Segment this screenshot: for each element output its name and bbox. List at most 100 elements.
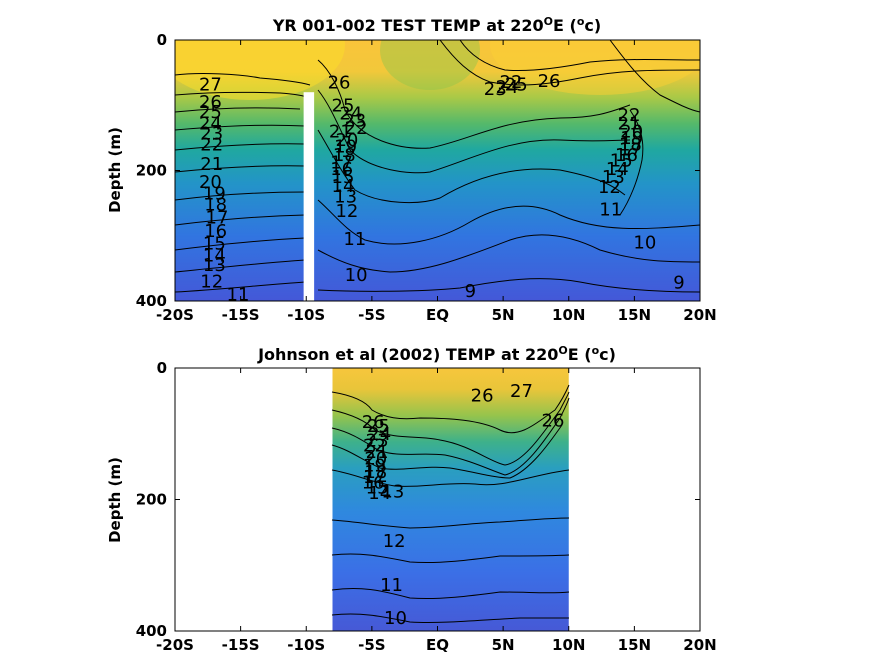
bottom-title-pre: Johnson et al (2002) TEMP at 220 (257, 345, 558, 364)
top-chart-title: YR 001-002 TEST TEMP at 220OE (oc) (272, 15, 601, 35)
contour-label: 13 (602, 167, 625, 188)
contour-label: 15 (332, 167, 355, 188)
contour-label: 11 (343, 229, 366, 250)
top-isotherm (175, 107, 301, 113)
bottom-panel: Johnson et al (2002) TEMP at 220OE (oc) … (106, 344, 717, 654)
bottom-isotherm (331, 384, 570, 434)
bottom-title-sup2: o (592, 344, 600, 357)
x-tick-label: EQ (426, 636, 449, 654)
contour-label: 26 (471, 386, 494, 407)
x-tick-label: -15S (222, 306, 260, 324)
contour-label: 12 (383, 531, 406, 552)
contour-label: 25 (332, 95, 355, 116)
contour-label: 21 (618, 114, 641, 135)
contour-label: 13 (381, 482, 404, 503)
y-tick-label: 0 (157, 359, 167, 377)
contour-label: 18 (619, 134, 642, 155)
top-isotherm (317, 89, 631, 174)
contour-label: 22 (363, 436, 386, 457)
contour-label: 16 (615, 145, 638, 166)
contour-label: 19 (620, 128, 643, 149)
x-tick-label: EQ (426, 306, 449, 324)
contour-label: 21 (329, 121, 352, 142)
y-tick-label: 200 (136, 491, 167, 509)
top-x-axis: -20S -15S -10S -5S EQ 5N 10N 15N 20N (156, 40, 717, 324)
contour-label: 20 (620, 121, 643, 142)
contour-label: 18 (204, 194, 227, 215)
bottom-isotherm (331, 469, 570, 487)
contour-label: 18 (364, 462, 387, 483)
top-isotherm (317, 59, 631, 149)
top-plot-area: 2726252423222120191817161514131211262524… (175, 40, 700, 305)
contour-label: 13 (203, 255, 226, 276)
top-isotherm (317, 278, 700, 293)
contour-label: 14 (332, 176, 355, 197)
x-tick-label: 10N (552, 306, 585, 324)
contour-label: 23 (366, 430, 389, 451)
contour-label: 24 (339, 104, 362, 125)
contour-label: 25 (367, 416, 390, 437)
y-tick-label: 400 (136, 292, 167, 310)
contour-label: 24 (496, 77, 519, 98)
x-tick-label: -20S (156, 306, 194, 324)
top-title-sup1: O (544, 15, 553, 28)
contour-label: 21 (366, 442, 389, 463)
contour-label: 10 (633, 232, 656, 253)
contour-label: 22 (200, 134, 223, 155)
contour-label: 14 (368, 483, 391, 504)
top-isotherm (317, 129, 626, 204)
x-tick-label: -5S (358, 636, 385, 654)
top-isotherm (317, 234, 700, 273)
contour-label: 19 (363, 455, 386, 476)
top-isotherm (609, 40, 700, 113)
contour-label: 23 (343, 110, 366, 131)
contour-label: 21 (200, 154, 223, 175)
contour-label: 26 (199, 92, 222, 113)
top-isotherm (459, 40, 700, 72)
bottom-title-mid: E ( (568, 345, 592, 364)
contour-label: 25 (199, 102, 222, 123)
contour-label: 20 (199, 172, 222, 193)
bottom-title-post: c) (599, 345, 616, 364)
x-tick-label: 15N (618, 306, 651, 324)
top-isotherm (175, 281, 306, 293)
top-isotherm (175, 237, 306, 251)
top-warm-pool-south (175, 40, 345, 100)
contour-label: 16 (330, 159, 353, 180)
bottom-isotherm (331, 517, 570, 529)
contour-label: 10 (384, 608, 407, 629)
top-isotherm (175, 165, 306, 173)
top-cool-tongue (380, 40, 480, 90)
x-tick-label: -15S (222, 636, 260, 654)
x-tick-label: -5S (358, 306, 385, 324)
top-title-mid: E ( (553, 16, 577, 35)
bottom-title-sup1: O (558, 344, 567, 357)
top-isotherm (175, 124, 306, 131)
x-tick-label: 20N (683, 306, 716, 324)
top-isotherm (619, 109, 644, 216)
top-isotherm (317, 199, 700, 245)
contour-label: 10 (345, 265, 368, 286)
contour-label: 22 (345, 118, 368, 139)
contour-label: 11 (227, 284, 250, 305)
x-tick-label: -10S (287, 636, 325, 654)
bottom-isotherm (331, 391, 570, 466)
contour-label: 16 (204, 221, 227, 242)
contour-label: 12 (335, 201, 358, 222)
contour-label: 14 (203, 245, 226, 266)
contour-label: 26 (542, 411, 565, 432)
bottom-y-axis-label: Depth (m) (106, 457, 124, 543)
x-tick-label: 10N (552, 636, 585, 654)
bottom-chart-title: Johnson et al (2002) TEMP at 220OE (oc) (257, 344, 616, 364)
contour-label: 22 (500, 72, 523, 93)
top-isotherm (175, 259, 306, 273)
x-tick-label: 5N (492, 636, 515, 654)
contour-label: 18 (333, 145, 356, 166)
bottom-isotherm (331, 553, 570, 564)
bottom-isotherm (331, 613, 569, 624)
top-y-axis-label: Depth (m) (106, 127, 124, 213)
top-panel: YR 001-002 TEST TEMP at 220OE (oc) Depth… (106, 15, 717, 324)
